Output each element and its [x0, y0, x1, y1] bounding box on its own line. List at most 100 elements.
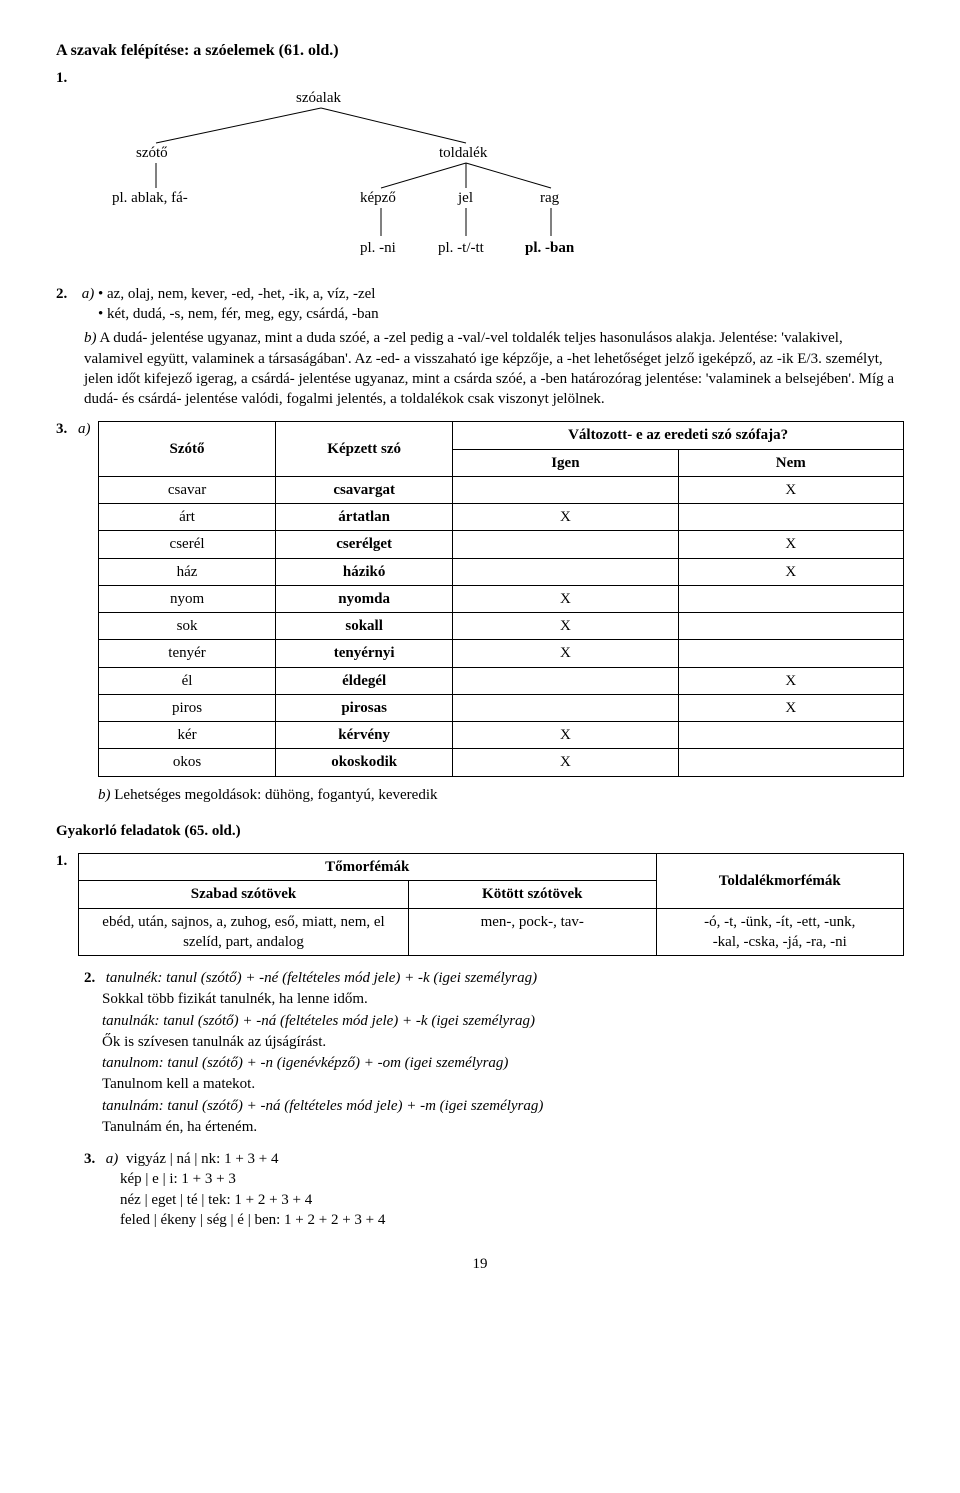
ex2-a-line2: • két, dudá, -s, nem, fér, meg, egy, csá…: [98, 304, 904, 324]
ex1b-number: 1.: [56, 851, 78, 956]
ex3b-number: 3.: [84, 1149, 102, 1169]
table-row: kérkérvényX: [99, 722, 904, 749]
cell: tenyér: [99, 640, 276, 667]
ex2-number: 2.: [56, 284, 78, 304]
th-valtozott: Változott- e az eredeti szó szófaja?: [453, 422, 904, 449]
tree-node-jel: jel: [458, 188, 473, 208]
ex1-number: 1.: [56, 68, 78, 88]
ex3b-block: 3. a) vigyáz | ná | nk: 1 + 3 + 4 kép | …: [84, 1149, 904, 1230]
ex2b-line: Tanulnám én, ha érteném.: [102, 1117, 904, 1137]
cell: X: [453, 585, 678, 612]
cell: nyomda: [276, 585, 453, 612]
tree-node-rag: rag: [540, 188, 559, 208]
th-szoto: Szótő: [99, 422, 276, 477]
tree-node-szoto: szótő: [136, 143, 168, 163]
cell: kér: [99, 722, 276, 749]
cell: sok: [99, 613, 276, 640]
cell: X: [678, 476, 903, 503]
cell: él: [99, 667, 276, 694]
table-row: csavarcsavargatX: [99, 476, 904, 503]
cell: tenyérnyi: [276, 640, 453, 667]
ex2b-line: tanulnám: tanul (szótő) + -ná (feltétele…: [102, 1096, 904, 1116]
ex2-b-text: A dudá- jelentése ugyanaz, mint a duda s…: [84, 330, 894, 407]
ex2b-line: Ők is szívesen tanulnák az újságírást.: [102, 1032, 904, 1052]
th-nem: Nem: [678, 449, 903, 476]
ex3b-line: feled | ékeny | ség | é | ben: 1 + 2 + 2…: [120, 1210, 904, 1230]
cell: [678, 722, 903, 749]
tree-node-ni: pl. -ni: [360, 238, 396, 258]
ex3-a-label: a): [78, 419, 98, 776]
th-kotott: Kötött szótövek: [409, 881, 657, 908]
tree-node-ban: pl. -ban: [525, 238, 574, 258]
cell: cserél: [99, 531, 276, 558]
cell: [678, 504, 903, 531]
ex2b-block: 2. tanulnék: tanul (szótő) + -né (feltét…: [84, 968, 904, 1137]
cell: [678, 613, 903, 640]
th-tomo: Tőmorfémák: [79, 854, 657, 881]
tree-node-kepzo: képző: [360, 188, 396, 208]
cell: X: [678, 531, 903, 558]
cell: piros: [99, 694, 276, 721]
ex2-b-label: b): [84, 330, 97, 346]
table-row: ebéd, után, sajnos, a, zuhog, eső, miatt…: [79, 908, 904, 956]
cell: árt: [99, 504, 276, 531]
cell: sokall: [276, 613, 453, 640]
table-row: cserélcserélget X: [99, 531, 904, 558]
cell: [453, 476, 678, 503]
cell: kérvény: [276, 722, 453, 749]
ex2b-line: tanulnék: tanul (szótő) + -né (feltétele…: [106, 970, 537, 986]
cell: nyom: [99, 585, 276, 612]
ex2b-line: Tanulnom kell a matekot.: [102, 1074, 904, 1094]
ex3-b-label: b): [98, 787, 111, 803]
cell: X: [453, 640, 678, 667]
ex3b-a-label: a): [106, 1151, 119, 1167]
table-header-row: Tőmorfémák Toldalékmorfémák: [79, 854, 904, 881]
cell: [453, 531, 678, 558]
th-told: Toldalékmorfémák: [656, 854, 904, 909]
cell: [453, 667, 678, 694]
ex3-number: 3.: [56, 419, 78, 776]
cell: házikó: [276, 558, 453, 585]
page-number: 19: [56, 1254, 904, 1274]
ex3b-line: kép | e | i: 1 + 3 + 3: [120, 1169, 904, 1189]
cell: okos: [99, 749, 276, 776]
cell: [453, 694, 678, 721]
table-header-row: Szótő Képzett szó Változott- e az eredet…: [99, 422, 904, 449]
table-row: ártártatlanX: [99, 504, 904, 531]
tree-node-ablak: pl. ablak, fá-: [112, 188, 188, 208]
th-igen: Igen: [453, 449, 678, 476]
cell: [678, 749, 903, 776]
ex2-a-label: a): [82, 286, 95, 302]
cell-line1: -ó, -t, -ünk, -ít, -ett, -unk,: [704, 914, 855, 930]
cell: ártatlan: [276, 504, 453, 531]
ex3-b-text: Lehetséges megoldások: dühöng, fogantyú,…: [114, 787, 437, 803]
table-row: soksokallX: [99, 613, 904, 640]
cell: csavargat: [276, 476, 453, 503]
tree-lines: [96, 88, 716, 278]
table-row: tenyértenyérnyiX: [99, 640, 904, 667]
cell: [678, 640, 903, 667]
th-kepzett: Képzett szó: [276, 422, 453, 477]
cell: X: [453, 613, 678, 640]
ex2b-number: 2.: [84, 968, 102, 988]
cell: [678, 585, 903, 612]
tree-node-ttt: pl. -t/-tt: [438, 238, 484, 258]
ex2b-line: tanulnák: tanul (szótő) + -ná (feltétele…: [102, 1011, 904, 1031]
ex1b-table: Tőmorfémák Toldalékmorfémák Szabad szótö…: [78, 853, 904, 956]
cell: X: [678, 694, 903, 721]
table-row: éléldegélX: [99, 667, 904, 694]
cell: cserélget: [276, 531, 453, 558]
cell: X: [453, 504, 678, 531]
cell: ebéd, után, sajnos, a, zuhog, eső, miatt…: [79, 908, 409, 956]
cell: X: [678, 667, 903, 694]
ex3-table: Szótő Képzett szó Változott- e az eredet…: [98, 421, 904, 776]
ex2b-line: tanulnom: tanul (szótő) + -n (igenévképz…: [102, 1053, 904, 1073]
ex3b-line: néz | eget | té | tek: 1 + 2 + 3 + 4: [120, 1190, 904, 1210]
cell: [453, 558, 678, 585]
table-row: nyomnyomdaX: [99, 585, 904, 612]
cell: men-, pock-, tav-: [409, 908, 657, 956]
cell: ház: [99, 558, 276, 585]
cell: okoskodik: [276, 749, 453, 776]
th-szabad: Szabad szótövek: [79, 881, 409, 908]
cell: pirosas: [276, 694, 453, 721]
